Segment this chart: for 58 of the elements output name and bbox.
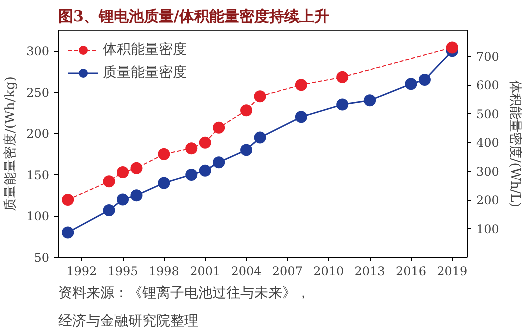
chart-title: 图3、锂电池质量/体积能量密度持续上升 bbox=[58, 8, 330, 26]
x-tick-label: 1998 bbox=[148, 264, 180, 278]
point bbox=[213, 156, 226, 169]
point bbox=[186, 168, 198, 181]
x-tick-label: 2019 bbox=[437, 264, 468, 278]
point bbox=[240, 104, 253, 117]
x-tick-label: 2004 bbox=[231, 264, 262, 278]
point bbox=[254, 132, 266, 144]
point bbox=[62, 194, 74, 206]
point bbox=[364, 94, 376, 107]
point bbox=[117, 166, 130, 178]
y-axis-title: 质量能量密度/(Wh/kg) bbox=[2, 76, 19, 212]
point bbox=[158, 148, 170, 160]
point bbox=[103, 176, 116, 188]
y-tick-label: 250 bbox=[26, 86, 50, 100]
x-tick-label: 1995 bbox=[108, 264, 138, 278]
y2-tick-label: 300 bbox=[476, 164, 500, 179]
y2-tick-label: 700 bbox=[476, 50, 500, 64]
legend-label: 质量能量密度 bbox=[103, 64, 187, 82]
text: 经济与金融研究院整理 bbox=[58, 314, 198, 330]
y2-tick-label: 200 bbox=[476, 194, 500, 208]
point bbox=[446, 42, 458, 54]
y-tick-label: 50 bbox=[34, 251, 50, 265]
point bbox=[213, 122, 226, 134]
point bbox=[103, 204, 116, 216]
x-tick-label: 2001 bbox=[190, 264, 221, 278]
x-tick-label: 2007 bbox=[272, 264, 303, 278]
point bbox=[254, 90, 266, 103]
point bbox=[336, 71, 349, 84]
point bbox=[240, 144, 253, 156]
y2-tick-label: 500 bbox=[476, 107, 500, 122]
y-tick-label: 100 bbox=[26, 210, 50, 224]
point bbox=[117, 194, 130, 206]
y2-tick-label: 400 bbox=[476, 136, 500, 150]
point bbox=[186, 142, 198, 155]
x-tick-label: 1992 bbox=[66, 264, 98, 278]
legend-label: 体积能量密度 bbox=[103, 41, 187, 59]
point bbox=[418, 74, 431, 86]
point bbox=[199, 136, 212, 149]
y-tick-label: 200 bbox=[26, 127, 50, 142]
x-tick-label: 2013 bbox=[354, 264, 386, 278]
y2-tick-label: 100 bbox=[476, 222, 500, 236]
point bbox=[295, 79, 308, 92]
point bbox=[199, 164, 212, 177]
point bbox=[158, 177, 170, 190]
x-tick-label: 2010 bbox=[314, 264, 344, 278]
point bbox=[130, 162, 143, 174]
x-tick-label: 2016 bbox=[396, 264, 427, 278]
y2-axis-title: 体积能量密度/(Wh/L) bbox=[507, 80, 524, 208]
point bbox=[405, 78, 418, 90]
y-tick-label: 150 bbox=[26, 168, 50, 182]
text: 资料来源：《锂离子电池过往与未来》， bbox=[58, 286, 310, 302]
point bbox=[336, 98, 349, 111]
point bbox=[62, 226, 74, 239]
point bbox=[130, 190, 143, 202]
y2-tick-label: 600 bbox=[476, 78, 500, 93]
point bbox=[295, 111, 308, 124]
y-tick-label: 300 bbox=[26, 44, 50, 59]
